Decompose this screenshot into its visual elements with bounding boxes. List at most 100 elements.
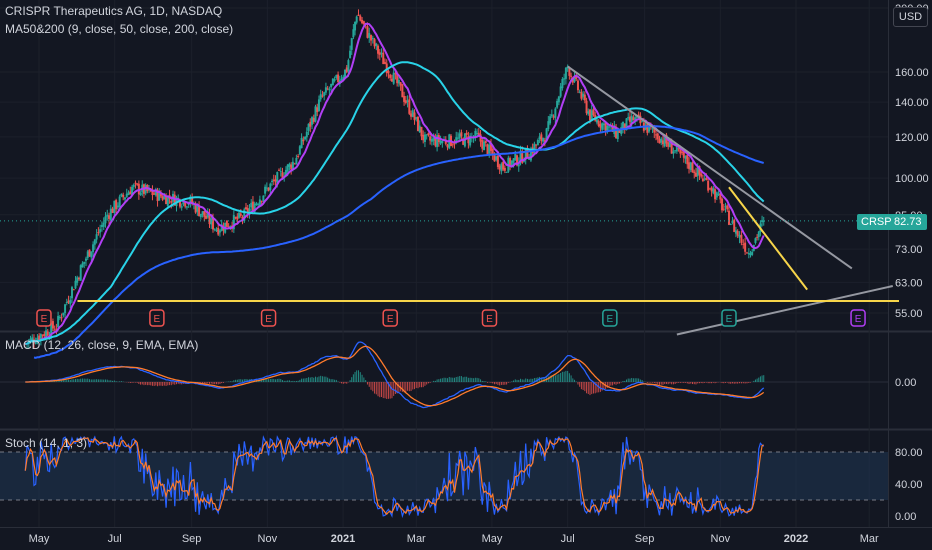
macd-legend[interactable]: MACD (12, 26, close, 9, EMA, EMA): [5, 338, 198, 352]
candle-body: [380, 52, 383, 54]
stoch-y-tick-label: 80.00: [895, 447, 923, 459]
candle-body: [185, 206, 188, 208]
candle-body: [597, 121, 600, 126]
candle-body: [127, 192, 130, 196]
candle-body: [486, 144, 489, 155]
candle-body: [58, 316, 61, 319]
candle-body: [635, 116, 638, 118]
candle-body: [726, 205, 729, 210]
candle-body: [458, 133, 461, 139]
candle-body: [542, 138, 545, 142]
candle-body: [483, 141, 486, 151]
earnings-icon: E: [36, 309, 52, 327]
candle-body: [248, 208, 251, 215]
candle-body: [345, 67, 348, 73]
candle-body: [340, 78, 343, 80]
candle-body: [104, 216, 107, 224]
candle-body: [132, 184, 135, 187]
candle-body: [370, 35, 373, 41]
candle-body: [88, 249, 91, 257]
trend-line: [567, 65, 853, 270]
candle-body: [547, 121, 550, 130]
candle-body: [479, 134, 482, 142]
candle-body: [429, 136, 432, 141]
candle-body: [394, 73, 397, 75]
candle-body: [698, 166, 701, 175]
candle-body: [705, 177, 708, 180]
candle-body: [564, 67, 567, 79]
candle-body: [267, 187, 270, 191]
time-axis[interactable]: May Jul Sep Nov 2021 Mar May Jul Sep Nov 2022 Mar: [29, 533, 879, 545]
candle-body: [488, 144, 491, 154]
candle-body: [389, 74, 392, 78]
candle-body: [41, 334, 44, 336]
candle-body: [387, 70, 390, 74]
candle-body: [198, 205, 201, 217]
candle-body: [125, 193, 128, 198]
y-tick-label: 73.00: [895, 244, 923, 256]
earnings-icon-letter: E: [726, 314, 733, 325]
candle-body: [549, 116, 552, 124]
candle-body: [623, 123, 626, 130]
candle-body: [399, 82, 402, 86]
candle-body: [208, 213, 211, 225]
candle-body: [754, 238, 757, 243]
candle-body: [512, 158, 515, 163]
candle-body: [521, 150, 524, 163]
candle-body: [467, 136, 470, 144]
ma-50-line: [25, 61, 765, 345]
stoch-k-line: [24, 434, 765, 519]
ma-legend[interactable]: MA50&200 (9, close, 50, close, 200, clos…: [5, 22, 233, 36]
candle-body: [86, 251, 89, 258]
macd-pane[interactable]: [0, 341, 888, 409]
stoch-indicator-label: Stoch (14, 1, 3): [5, 436, 88, 450]
candle-body: [446, 144, 449, 148]
candle-body: [92, 244, 95, 252]
symbol-legend[interactable]: CRISPR Therapeutics AG, 1D, NASDAQ: [5, 4, 222, 18]
stoch-pane[interactable]: [0, 434, 888, 519]
candle-body: [700, 173, 703, 177]
candle-body: [460, 132, 463, 137]
candle-body: [279, 171, 282, 173]
y-tick-label: 160.00: [895, 67, 929, 79]
candle-body: [422, 134, 425, 141]
candle-body: [194, 203, 197, 213]
candle-body: [129, 191, 132, 195]
earnings-icon-letter: E: [154, 314, 161, 325]
price-axis[interactable]: 200.00160.00140.00120.00100.0085.0073.00…: [895, 3, 929, 523]
stoch-legend[interactable]: Stoch (14, 1, 3): [5, 436, 87, 450]
candle-body: [302, 139, 305, 142]
candle-body: [180, 206, 183, 208]
candle-body: [672, 151, 675, 154]
macd-indicator-label: MACD (12, 26, close, 9, EMA, EMA): [5, 338, 199, 352]
candle-body: [408, 99, 411, 114]
earnings-icon-letter: E: [265, 314, 272, 325]
x-tick-label: Jul: [561, 533, 575, 545]
candle-body: [493, 153, 496, 162]
candle-body: [516, 155, 519, 166]
candle-body: [420, 126, 423, 137]
candle-body: [81, 263, 84, 268]
earnings-icon: E: [602, 309, 618, 327]
candle-body: [122, 194, 125, 198]
candle-body: [31, 337, 34, 341]
earnings-icon-frame: [721, 309, 737, 327]
candle-body: [134, 182, 137, 184]
earnings-icon-frame: [850, 309, 866, 327]
candle-body: [714, 189, 717, 200]
candle-body: [373, 39, 376, 47]
candle-body: [601, 123, 604, 130]
earnings-icon-letter: E: [855, 314, 862, 325]
candle-body: [241, 216, 244, 219]
candle-body: [502, 161, 505, 170]
candle-body: [156, 189, 159, 202]
candle-body: [491, 148, 494, 155]
candle-body: [481, 140, 484, 149]
candle-body: [307, 123, 310, 131]
currency-button[interactable]: USD: [893, 7, 928, 27]
candle-body: [595, 119, 598, 123]
candle-body: [663, 136, 666, 147]
candle-body: [288, 163, 291, 167]
